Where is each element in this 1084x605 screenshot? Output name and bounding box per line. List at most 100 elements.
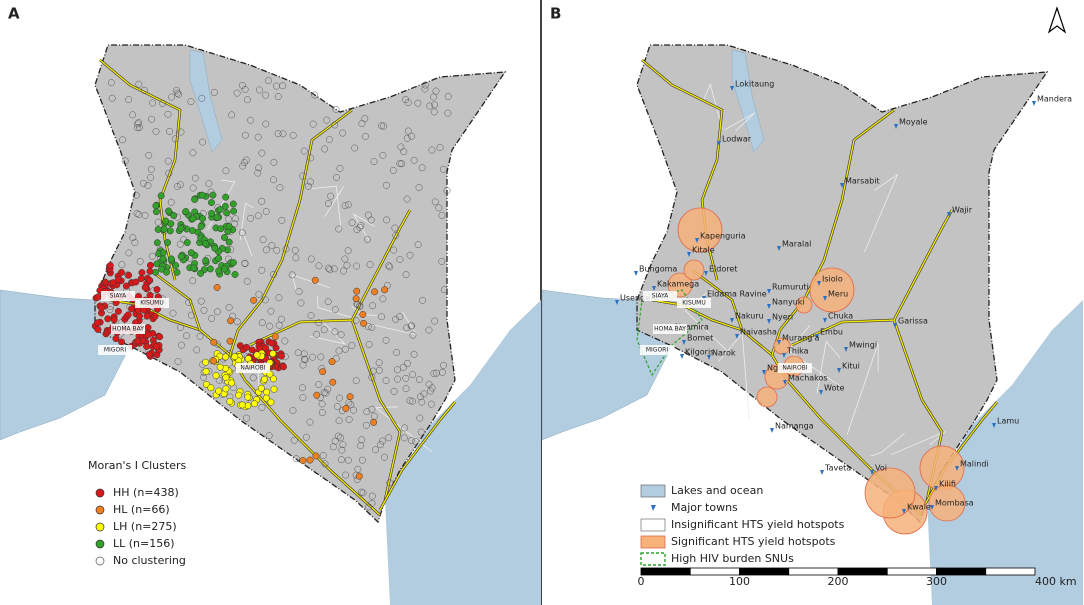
cluster-dot bbox=[225, 304, 233, 311]
cluster-dot bbox=[190, 264, 198, 272]
cluster-dot bbox=[164, 157, 172, 165]
cluster-dot bbox=[420, 390, 428, 398]
cluster-dot bbox=[189, 184, 197, 192]
cluster-dot bbox=[147, 165, 155, 173]
cluster-dot bbox=[262, 208, 270, 215]
cluster-dot bbox=[134, 337, 142, 345]
cluster-dot bbox=[416, 414, 424, 422]
cluster-dot bbox=[269, 350, 277, 358]
cluster-dot bbox=[371, 288, 379, 296]
cluster-dot bbox=[438, 258, 446, 265]
cluster-dot bbox=[164, 239, 172, 247]
cluster-dot bbox=[207, 384, 215, 392]
cluster-dot bbox=[209, 191, 217, 199]
town-label: Narok bbox=[712, 349, 736, 358]
county-border bbox=[374, 406, 433, 453]
cluster-dot bbox=[318, 409, 326, 416]
cluster-dot bbox=[307, 312, 315, 320]
cluster-dot bbox=[315, 319, 323, 327]
cluster-dot bbox=[187, 311, 195, 319]
cluster-dot bbox=[261, 375, 268, 383]
cluster-dot bbox=[353, 226, 361, 234]
cluster-dot bbox=[210, 89, 218, 96]
cluster-dot bbox=[348, 219, 356, 227]
cluster-dot bbox=[332, 105, 340, 113]
cluster-dot bbox=[249, 374, 257, 382]
cluster-dot bbox=[241, 131, 249, 139]
town-marker bbox=[777, 340, 781, 345]
cluster-dot bbox=[295, 288, 303, 295]
cluster-dot bbox=[215, 254, 223, 262]
town-marker bbox=[934, 486, 938, 491]
cluster-dot bbox=[409, 331, 417, 339]
legend-item: Major towns bbox=[671, 501, 738, 514]
cluster-dot bbox=[369, 302, 377, 310]
scale-segment bbox=[788, 567, 839, 576]
cluster-dot bbox=[315, 381, 323, 388]
cluster-dot bbox=[325, 136, 333, 144]
county-border bbox=[291, 274, 330, 294]
cluster-dot bbox=[313, 330, 321, 338]
cluster-dot bbox=[125, 249, 133, 257]
cluster-dot bbox=[177, 128, 185, 136]
cluster-dot bbox=[336, 164, 344, 172]
cluster-dot bbox=[97, 304, 105, 312]
cluster-dot bbox=[386, 479, 394, 487]
cluster-dot bbox=[208, 314, 216, 322]
cluster-dot bbox=[171, 135, 179, 143]
town-label: Kwale bbox=[907, 503, 931, 512]
cluster-dot bbox=[208, 199, 215, 207]
cluster-dot bbox=[131, 239, 139, 247]
lake-turkana bbox=[731, 49, 765, 153]
cluster-dot bbox=[199, 138, 207, 146]
road bbox=[771, 109, 895, 356]
town-marker bbox=[652, 286, 656, 291]
cluster-dot bbox=[230, 207, 238, 215]
town-marker bbox=[730, 86, 734, 91]
cluster-dot bbox=[175, 90, 183, 98]
cluster-dot bbox=[381, 453, 388, 461]
cluster-dot bbox=[151, 312, 159, 320]
town-label: Machakos bbox=[788, 374, 828, 383]
cluster-dot bbox=[177, 324, 184, 331]
town-marker bbox=[680, 354, 684, 359]
cluster-dot bbox=[407, 322, 415, 330]
cluster-dot bbox=[169, 309, 177, 317]
cluster-dot bbox=[427, 400, 435, 408]
cluster-dot bbox=[211, 244, 219, 252]
cluster-dot bbox=[164, 110, 172, 118]
cluster-dot bbox=[135, 124, 143, 131]
cluster-dot bbox=[409, 371, 417, 378]
town-label: Wote bbox=[824, 384, 844, 393]
town-label: Voi bbox=[875, 464, 887, 473]
cluster-dot bbox=[278, 352, 285, 360]
county-label: SIAYA bbox=[652, 293, 669, 300]
cluster-dot bbox=[299, 457, 307, 464]
cluster-dot bbox=[364, 323, 372, 331]
cluster-dot bbox=[274, 130, 282, 138]
town-marker bbox=[894, 124, 898, 129]
town-label: Meru bbox=[828, 290, 848, 299]
town-label: Malindi bbox=[960, 460, 989, 469]
town-label: Garissa bbox=[898, 317, 928, 326]
cluster-dot bbox=[338, 456, 345, 464]
cluster-dot bbox=[353, 262, 361, 270]
hotspot bbox=[677, 207, 723, 253]
cluster-dot bbox=[138, 269, 146, 277]
cluster-dot bbox=[436, 144, 444, 151]
cluster-dot bbox=[352, 317, 360, 324]
cluster-dot bbox=[404, 99, 412, 107]
legend-item: LL (n=156) bbox=[113, 537, 175, 550]
county-label: NAIROBI bbox=[782, 365, 807, 372]
cluster-dot bbox=[267, 307, 275, 315]
town-label: Kapenguria bbox=[700, 232, 746, 241]
county-label-box bbox=[677, 298, 711, 308]
cluster-dot bbox=[282, 245, 290, 253]
cluster-dot bbox=[306, 178, 314, 186]
town-label: Lodwar bbox=[722, 135, 752, 144]
cluster-dot bbox=[240, 159, 248, 166]
county-label: NAIROBI bbox=[240, 365, 265, 372]
cluster-dot bbox=[358, 436, 366, 444]
legend-title: Moran's I Clusters bbox=[88, 459, 186, 472]
cluster-dot bbox=[147, 174, 155, 181]
